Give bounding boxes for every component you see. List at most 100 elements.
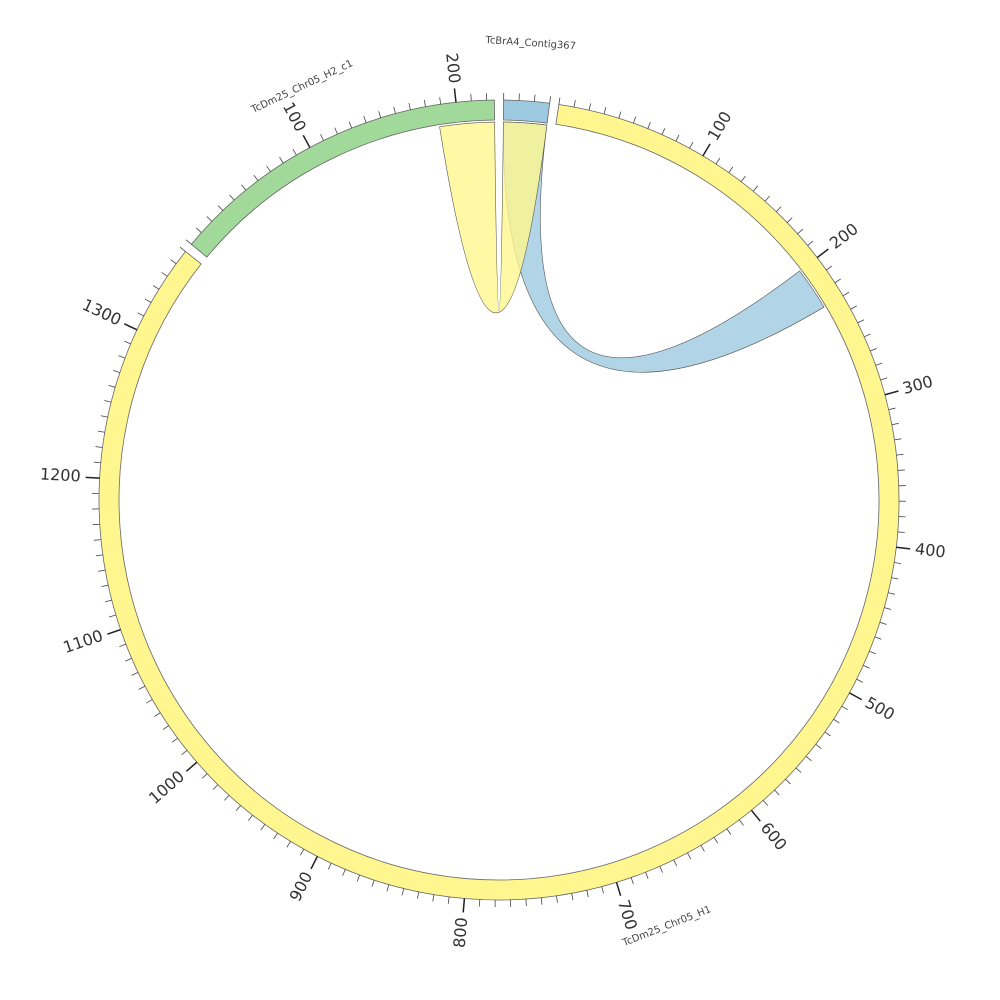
minor-tick — [279, 157, 284, 164]
minor-tick — [850, 305, 857, 310]
minor-tick — [104, 599, 112, 603]
minor-tick — [439, 97, 442, 105]
minor-tick — [408, 103, 411, 111]
minor-tick — [533, 94, 536, 102]
minor-tick — [224, 794, 230, 801]
minor-tick — [195, 227, 202, 233]
minor-tick — [241, 184, 247, 191]
minor-tick — [689, 141, 694, 149]
minor-tick — [673, 859, 678, 867]
minor-tick — [100, 415, 108, 418]
minor-tick — [603, 107, 607, 115]
minor-tick — [896, 453, 904, 456]
minor-tick — [618, 111, 622, 119]
minor-tick — [348, 121, 353, 129]
minor-tick — [131, 671, 139, 676]
minor-tick — [108, 384, 116, 388]
tick-label: 1300 — [79, 295, 124, 330]
major-tick — [884, 390, 899, 396]
tick-label: 400 — [914, 539, 947, 561]
minor-tick — [253, 174, 259, 181]
minor-tick — [549, 96, 551, 104]
minor-tick — [863, 664, 870, 669]
major-tick — [462, 898, 466, 913]
minor-tick — [97, 430, 105, 433]
segment-label: TcDm25_Chr05_H2_c1 — [249, 58, 355, 116]
minor-tick — [824, 731, 831, 737]
minor-tick — [320, 134, 324, 141]
minor-tick — [540, 897, 543, 905]
tick-label: 600 — [757, 818, 791, 854]
minor-tick — [891, 577, 899, 580]
minor-tick — [170, 259, 177, 265]
minor-tick — [740, 175, 746, 182]
link — [503, 121, 825, 373]
minor-tick — [124, 340, 131, 345]
minor-tick — [738, 819, 744, 826]
tick-label: 100 — [279, 99, 310, 135]
minor-tick — [630, 877, 634, 885]
minor-tick — [874, 636, 882, 640]
minor-tick — [432, 894, 435, 902]
minor-tick — [700, 845, 705, 852]
minor-tick — [273, 832, 278, 840]
minor-tick — [879, 621, 887, 625]
minor-tick — [378, 111, 382, 119]
minor-tick — [185, 239, 192, 245]
minor-tick — [805, 756, 812, 762]
minor-tick — [206, 216, 213, 222]
minor-tick — [556, 895, 558, 903]
minor-tick — [93, 539, 102, 541]
minor-tick — [138, 685, 146, 690]
minor-tick — [201, 773, 208, 779]
minor-tick — [888, 407, 896, 411]
minor-tick — [841, 705, 848, 711]
tick-label: 1200 — [40, 464, 82, 485]
minor-tick — [785, 778, 791, 785]
minor-tick — [764, 195, 770, 202]
minor-tick — [393, 106, 396, 114]
minor-tick — [229, 194, 235, 201]
minor-tick — [162, 725, 169, 730]
minor-tick — [292, 148, 297, 156]
minor-tick — [728, 166, 734, 173]
minor-tick — [327, 862, 332, 870]
minor-tick — [586, 890, 589, 898]
minor-tick — [93, 461, 101, 464]
minor-tick — [842, 291, 850, 297]
tick-label: 200 — [442, 52, 464, 84]
minor-tick — [762, 800, 769, 806]
minor-tick — [235, 805, 241, 811]
minor-tick — [880, 377, 888, 381]
minor-tick — [98, 569, 106, 572]
tick-label: 1100 — [61, 626, 106, 657]
major-tick — [302, 134, 311, 148]
minor-tick — [146, 699, 153, 704]
minor-tick — [573, 100, 576, 108]
segment-arc — [190, 99, 495, 258]
minor-tick — [857, 319, 865, 324]
minor-tick — [645, 872, 649, 879]
tick-label: 500 — [862, 693, 898, 724]
minor-tick — [884, 607, 892, 610]
minor-tick — [356, 874, 361, 882]
minor-tick — [212, 784, 219, 790]
minor-tick — [342, 869, 346, 876]
minor-tick — [286, 841, 291, 848]
major-tick — [750, 809, 761, 822]
major-tick — [453, 88, 457, 103]
major-tick — [702, 143, 711, 157]
major-tick — [107, 628, 121, 635]
minor-tick — [864, 333, 871, 338]
tick-label: 300 — [900, 372, 934, 398]
major-tick — [849, 692, 863, 701]
minor-tick — [775, 206, 782, 212]
minor-tick — [633, 116, 637, 124]
tick-label: 900 — [286, 869, 317, 905]
major-tick — [816, 248, 829, 259]
minor-tick — [181, 750, 188, 756]
minor-tick — [856, 678, 864, 683]
segment-arc — [503, 99, 551, 124]
minor-tick — [897, 469, 905, 471]
